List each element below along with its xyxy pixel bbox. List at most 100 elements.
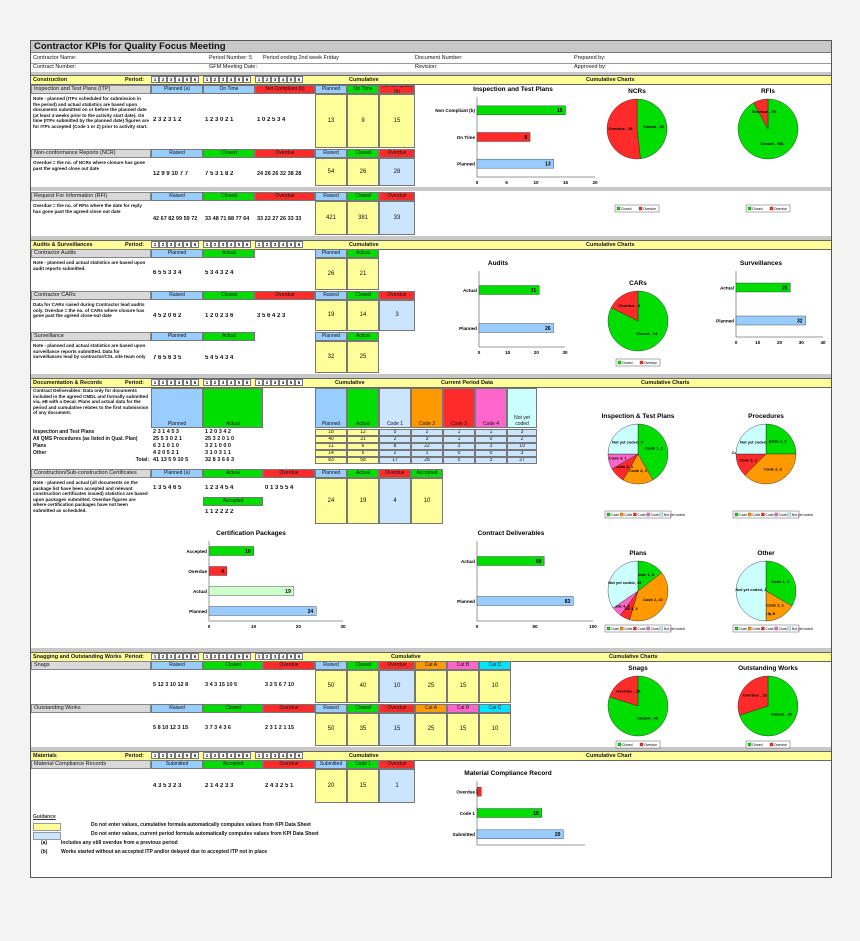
- bar: [208, 546, 254, 556]
- doc-row-name: Plans: [33, 443, 47, 449]
- period-number-box: 6: [191, 76, 199, 83]
- category-label: Actual: [461, 559, 475, 564]
- doc-row-cum-value: 17: [379, 457, 411, 464]
- mat-accepted-header: Accepted: [203, 760, 263, 769]
- cert-actual-values: 1 2 3 4 5 4: [205, 485, 234, 491]
- revision-label: Revision:: [415, 64, 438, 70]
- doc-row-actual: 32 8 3 6 6 3: [205, 457, 235, 463]
- bar-chart-0: Inspection and Test Plans Non Compliant (…: [435, 86, 598, 185]
- period-number-box: 6: [295, 752, 303, 759]
- cars-closed-values: 1 2 0 2 3 6: [205, 313, 234, 319]
- legend-entry: Code 3: [637, 513, 648, 517]
- outstanding-cum-closed-header: Closed: [347, 704, 379, 713]
- legend-entry: Code 4: [779, 627, 790, 631]
- legend-box: [614, 204, 660, 213]
- doc-row-planned: 2 3 1 4 5 3: [153, 429, 179, 435]
- slice-label: Code 1, 8: [636, 572, 655, 577]
- bar: [476, 829, 564, 840]
- period-number-box: 5: [235, 752, 243, 759]
- pie-chart-11: Other Code 1, 2 Code 2, 1 Code 3, 0Code 4, …: [732, 550, 813, 633]
- pie-slice: [607, 290, 669, 352]
- slice-label: Code 1, 5: [645, 446, 664, 451]
- approved-by-label: Approved by:: [574, 64, 607, 70]
- period-number-box: 1: [255, 752, 263, 759]
- audits-actual-values: 5 3 4 3 2 4: [205, 270, 234, 276]
- data-label: 83: [565, 599, 571, 605]
- category-label: Actual: [720, 285, 734, 290]
- pie-chart-4: CARs Closed , 14 Overdue , 3 Closed Overdue: [607, 280, 669, 367]
- period-number-box: 6: [295, 76, 303, 83]
- period-number-box: 5: [287, 241, 295, 248]
- category-label: On Time: [457, 135, 476, 140]
- chart-title: Snags: [628, 665, 648, 672]
- snags-raised-header: Raised: [151, 661, 203, 670]
- doc-row-cum-value: 31: [347, 436, 379, 443]
- ncr-note: Overdue = the no. of NCRs where closure …: [33, 160, 145, 171]
- category-label: Overdue: [456, 789, 475, 794]
- data-label: 24: [308, 609, 314, 615]
- period-number-box: 4: [227, 76, 235, 83]
- cumulative-label: Cumulative: [349, 753, 379, 759]
- outstanding-cat-a-header: Cat A: [415, 704, 447, 713]
- rfi-cum-raised-header: Raised: [315, 192, 347, 201]
- rfi-closed-header: Closed: [203, 192, 255, 201]
- bar: [476, 105, 566, 116]
- period-number-box: 5: [235, 76, 243, 83]
- tick-label: 30: [799, 340, 805, 345]
- chart-title: NCRs: [628, 88, 646, 95]
- slice-label: Closed , 381: [760, 141, 784, 146]
- doc-row-actual: 3 1 0 3 1 1: [205, 450, 231, 456]
- pie-slice: [765, 423, 797, 455]
- guidance-yellow-swatch: [33, 823, 61, 831]
- doc-row-cum-value: 5: [443, 457, 475, 464]
- cumulative-chart-label: Cumulative Chart: [586, 753, 632, 759]
- cumulative-label: Cumulative: [335, 380, 365, 386]
- bar: [735, 315, 806, 326]
- category-label: Planned: [457, 161, 475, 166]
- itp-planned-header: Planned (a): [151, 85, 203, 94]
- doc-row-cum-value: 3: [475, 443, 507, 450]
- legend-swatch: [761, 626, 765, 631]
- outstanding-closed-header: Closed: [203, 704, 263, 713]
- slice-label: Code 1, 2: [771, 579, 790, 584]
- current-period-label: Current Period Data: [441, 380, 493, 386]
- doc-row-cum-value: 1: [443, 429, 475, 436]
- doc-row-cum-value: 8: [379, 443, 411, 450]
- legend-swatch: [633, 512, 637, 517]
- itp-notcompliant-header: Not Compliant (b): [255, 85, 315, 94]
- charts-layer: Inspection and Test Plans Non Compliant (…: [186, 86, 826, 846]
- cumulative-label: Cumulative: [349, 242, 379, 248]
- itp-notcomp-values: 1 0 2 5 3 4: [257, 117, 286, 123]
- pie-chart-2: RFIs Closed , 381 Overdue , 33 Closed Overdu…: [737, 88, 799, 213]
- period-number-box: 5: [287, 76, 295, 83]
- rfi-raised-values: 42 67 82 99 59 72: [153, 216, 198, 222]
- slice-label: Code 3, 0: [757, 611, 776, 616]
- rfi-cum-raised: 421: [315, 201, 347, 235]
- legend-entry: Not yet coded: [664, 627, 685, 631]
- surv-cum-planned-header: Planned: [315, 332, 347, 341]
- slice-label: Not yet coded, 3: [612, 439, 644, 444]
- snags-cum-value: 15: [447, 670, 479, 703]
- ncr-raised-header: Raised: [151, 149, 203, 158]
- audits-actual-header: Actual: [203, 249, 255, 258]
- cert-actual-header: Actual: [203, 469, 263, 478]
- certificates-note: Note - planned and actual (all documents…: [33, 480, 148, 513]
- pie-slice: [737, 675, 769, 716]
- slice-label: Closed , 14: [636, 331, 658, 336]
- period-number-box: 4: [175, 653, 183, 660]
- guidance-title: Guidance: [33, 814, 56, 820]
- snags-overdue-header: Overdue: [263, 661, 315, 670]
- surv-cum-actual: 25: [347, 341, 379, 373]
- tick-label: 10: [533, 180, 539, 185]
- period-number-box: 4: [279, 653, 287, 660]
- doc-row-cum-value: 3: [411, 436, 443, 443]
- period-number-box: 3: [167, 76, 175, 83]
- period-number-box: 1: [255, 379, 263, 386]
- doc-row-cum-value: 1: [475, 429, 507, 436]
- period-number-box: 2: [159, 76, 167, 83]
